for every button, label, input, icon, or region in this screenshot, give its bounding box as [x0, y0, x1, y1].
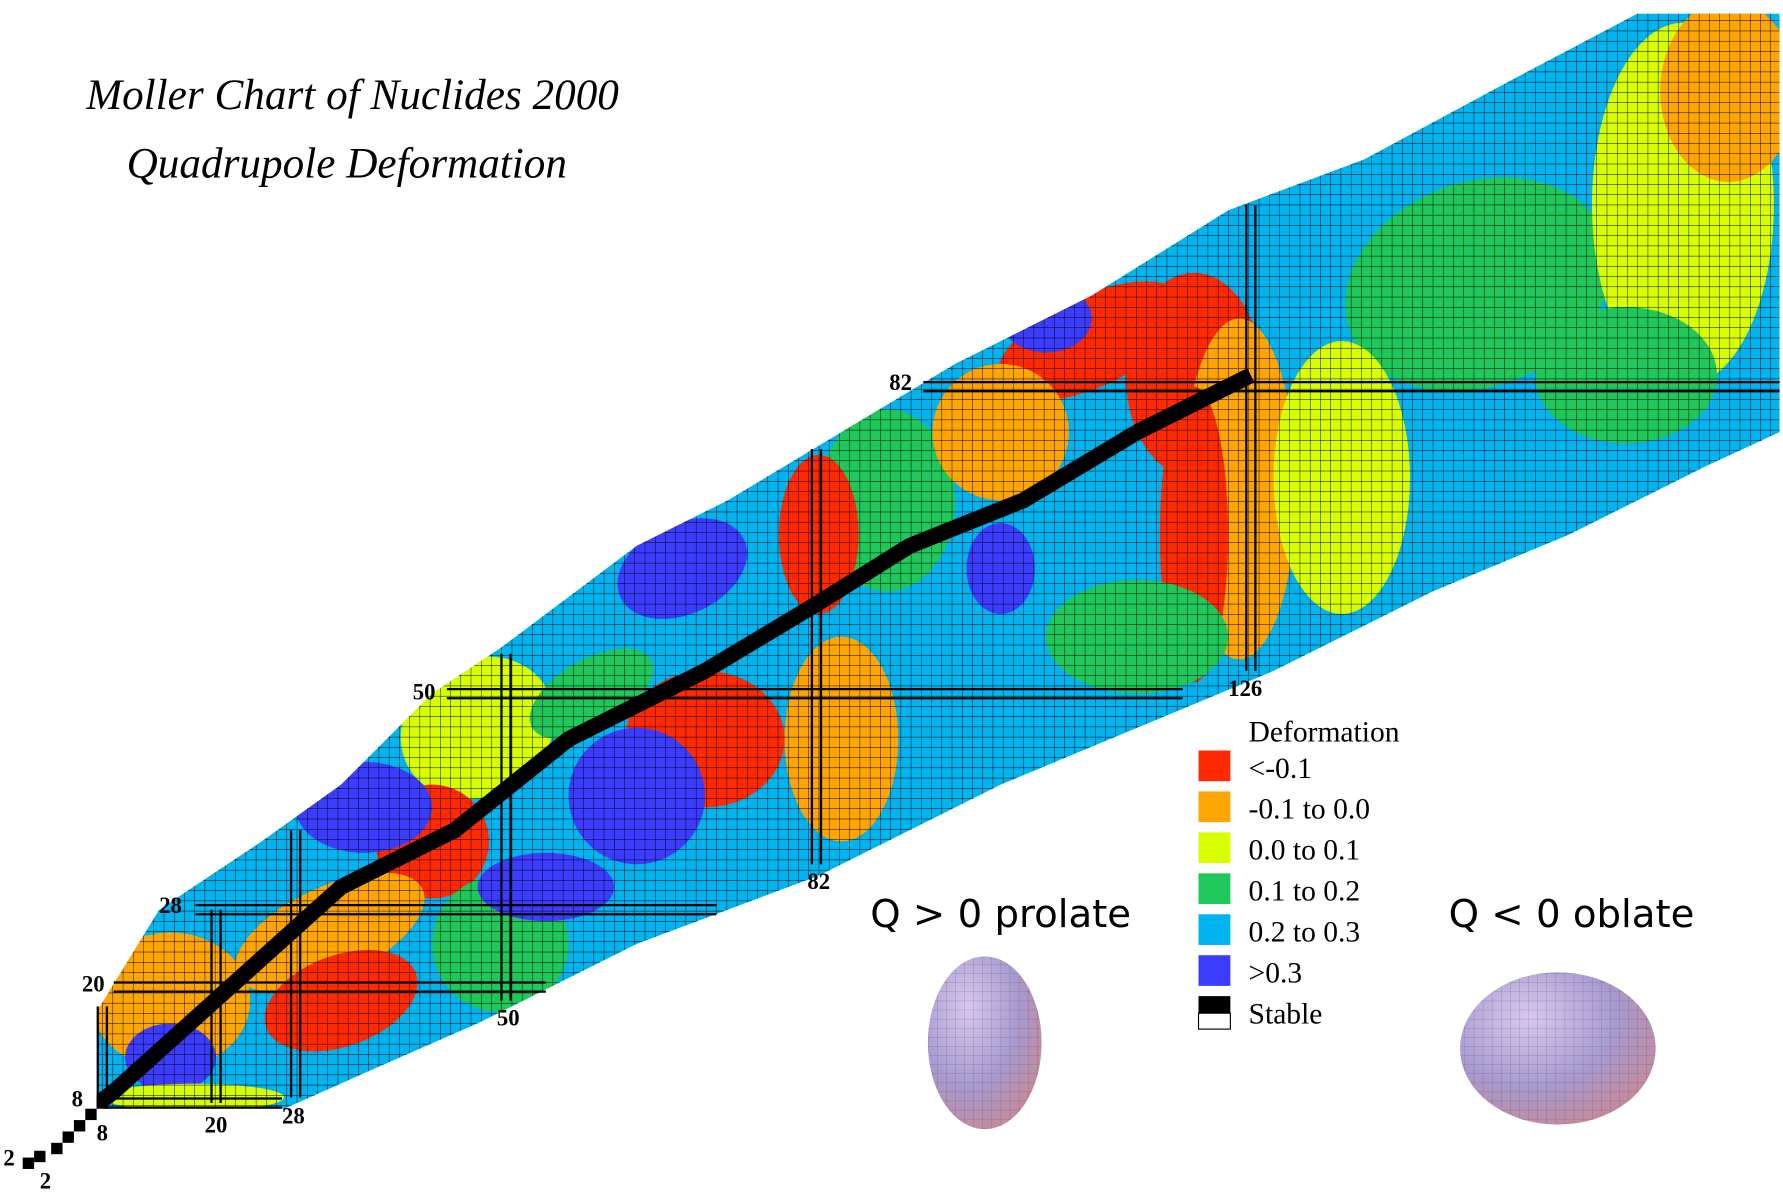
legend-swatch	[1199, 914, 1231, 945]
stable-cell	[34, 1151, 45, 1162]
magic-label: 126	[1228, 676, 1262, 701]
figure: Moller Chart of Nuclides 2000 Quadrupole…	[0, 0, 1783, 1194]
legend: Deformation <-0.1 -0.1 to 0.0 0.0 to 0.1 0.…	[1199, 716, 1400, 1030]
legend-label: 0.0 to 0.1	[1249, 835, 1361, 867]
stable-cell	[97, 1097, 108, 1108]
legend-label: 0.1 to 0.2	[1249, 876, 1361, 908]
magic-label: 50	[413, 679, 436, 704]
legend-swatch	[1199, 955, 1231, 986]
magic-label: 20	[82, 972, 105, 997]
legend-label: >0.3	[1249, 957, 1303, 989]
magic-label: 2	[3, 1146, 14, 1171]
stable-cell	[51, 1143, 62, 1154]
prolate-mesh	[928, 956, 1042, 1129]
magic-label: 82	[807, 869, 830, 894]
title-line: Moller Chart of Nuclides 2000	[85, 71, 619, 119]
legend-title: Deformation	[1249, 716, 1400, 748]
legend-label: 0.2 to 0.3	[1249, 917, 1361, 949]
legend-swatch	[1199, 1013, 1231, 1029]
legend-label: -0.1 to 0.0	[1249, 794, 1370, 826]
legend-label: <-0.1	[1249, 753, 1312, 785]
magic-label: 8	[97, 1121, 108, 1146]
magic-label: 20	[205, 1113, 228, 1138]
legend-swatch	[1199, 832, 1231, 863]
legend-swatch	[1199, 751, 1231, 782]
legend-swatch	[1199, 873, 1231, 904]
magic-label: 2	[40, 1168, 51, 1193]
magic-label: 50	[497, 1006, 520, 1031]
shape-caption: Q > 0 prolate	[870, 892, 1131, 937]
legend-label: Stable	[1249, 998, 1323, 1030]
title-line: Quadrupole Deformation	[127, 139, 567, 187]
magic-label: 82	[889, 370, 912, 395]
magic-label: 28	[282, 1103, 305, 1128]
magic-label: 8	[72, 1086, 83, 1111]
magic-label: 28	[159, 893, 182, 918]
stable-cell	[74, 1120, 85, 1131]
stable-cell	[23, 1158, 34, 1169]
legend-swatch	[1199, 791, 1231, 822]
oblate-mesh	[1460, 972, 1656, 1124]
page: Moller Chart of Nuclides 2000 Quadrupole…	[0, 0, 1783, 1194]
stable-cell	[85, 1109, 96, 1120]
stable-cell	[63, 1131, 74, 1142]
shape-caption: Q < 0 oblate	[1449, 892, 1695, 937]
